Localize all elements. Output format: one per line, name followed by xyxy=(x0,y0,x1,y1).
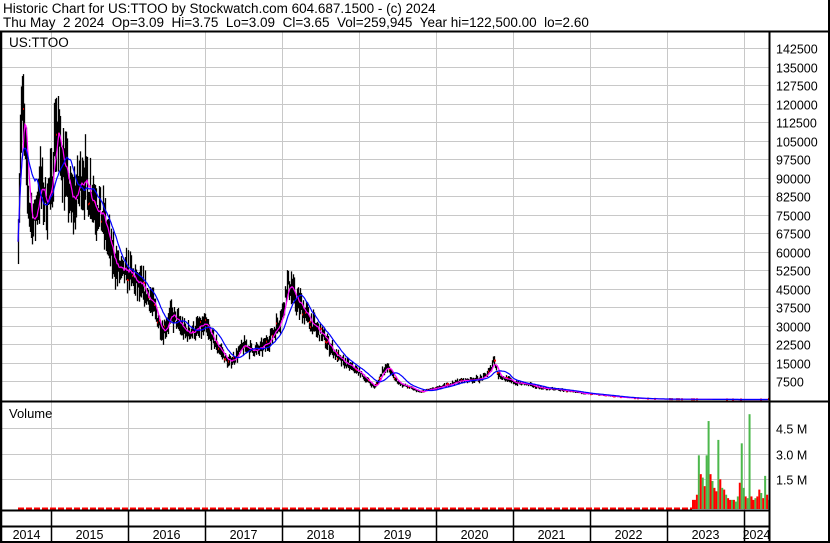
price-y-ticks: 7500 15000 22500 30000 37500 45000 52500 60000 6… xyxy=(776,43,818,390)
volume-tick-label: 3.0 M xyxy=(776,449,807,463)
price-tick-label: 142500 xyxy=(776,43,818,57)
volume-bar xyxy=(752,499,755,509)
volume-label: Volume xyxy=(9,406,52,421)
volume-y-ticks: 1.5 M 3.0 M 4.5 M xyxy=(776,423,807,488)
x-tick-label: 2023 xyxy=(692,528,720,542)
price-close-mark xyxy=(127,278,129,281)
price-tick-label: 7500 xyxy=(776,376,804,390)
volume-bar xyxy=(746,498,749,509)
price-tick-label: 37500 xyxy=(776,302,811,316)
volume-bar xyxy=(731,499,733,509)
price-tick-label: 127500 xyxy=(776,80,818,94)
volume-bar xyxy=(748,414,751,509)
volume-bar xyxy=(723,489,726,509)
price-close-mark xyxy=(224,358,226,361)
price-close-mark xyxy=(506,376,508,379)
long-moving-average-line xyxy=(17,147,768,401)
volume-bar xyxy=(692,499,694,509)
x-tick-label: 2018 xyxy=(307,528,335,542)
x-axis-labels: 2014 2015 2016 2017 2018 2019 2020 2021 2022 2023… xyxy=(13,528,771,542)
volume-tick-label: 1.5 M xyxy=(776,474,807,488)
x-tick-label: 2016 xyxy=(153,528,181,542)
volume-bar xyxy=(711,481,714,509)
price-tick-label: 112500 xyxy=(776,117,817,131)
price-tick-label: 52500 xyxy=(776,265,811,279)
volume-bar xyxy=(734,501,737,509)
volume-bar xyxy=(695,494,698,509)
volume-bars xyxy=(18,414,771,510)
price-tick-label: 75000 xyxy=(776,210,811,224)
price-close-mark xyxy=(379,377,381,380)
grid xyxy=(2,32,769,510)
price-tick-label: 90000 xyxy=(776,173,811,187)
price-tick-label: 45000 xyxy=(776,284,811,298)
volume-bar xyxy=(744,496,747,509)
volume-bar xyxy=(760,493,763,509)
price-close-mark xyxy=(447,383,449,386)
quote-summary: Thu May 2 2024 Op=3.09 Hi=3.75 Lo=3.09 C… xyxy=(3,15,589,30)
volume-bar xyxy=(742,487,745,509)
volume-bar xyxy=(732,499,735,509)
price-close-mark xyxy=(309,321,311,324)
x-tick-label: 2015 xyxy=(76,528,104,542)
volume-bar xyxy=(705,455,708,509)
price-close-mark xyxy=(389,368,391,371)
symbol-label: US:TTOO xyxy=(9,35,69,50)
chart-title: Historic Chart for US:TTOO by Stockwatch… xyxy=(3,1,436,16)
volume-bar xyxy=(756,496,759,509)
volume-bar xyxy=(699,474,702,509)
price-tick-label: 135000 xyxy=(776,62,818,76)
volume-bar xyxy=(709,474,712,509)
volume-tick-label: 4.5 M xyxy=(776,423,807,437)
volume-bar xyxy=(693,499,696,509)
price-tick-label: 120000 xyxy=(776,99,818,113)
volume-bar xyxy=(762,498,765,509)
price-close-mark xyxy=(143,281,145,284)
volume-bar xyxy=(701,477,704,509)
price-close-mark xyxy=(320,327,322,330)
volume-bar xyxy=(764,475,767,509)
volume-bar xyxy=(719,479,722,509)
x-tick-label: 2019 xyxy=(384,528,412,542)
volume-bar xyxy=(750,496,753,509)
volume-bar xyxy=(754,498,757,509)
price-close-mark xyxy=(494,359,496,362)
volume-bar xyxy=(766,494,769,509)
x-tick-label: 2024 xyxy=(743,528,771,542)
x-tick-label: 2022 xyxy=(615,528,643,542)
volume-bar xyxy=(707,421,710,509)
volume-bar xyxy=(715,491,718,509)
price-series xyxy=(17,74,770,401)
price-tick-label: 82500 xyxy=(776,191,811,205)
volume-bar xyxy=(740,443,743,509)
price-tick-label: 105000 xyxy=(776,136,818,150)
volume-bar xyxy=(697,455,700,509)
volume-bar xyxy=(717,439,720,509)
price-tick-label: 67500 xyxy=(776,228,811,242)
volume-bar xyxy=(725,494,728,509)
price-tick-label: 15000 xyxy=(776,358,811,372)
volume-bar xyxy=(721,487,724,509)
volume-bar xyxy=(729,499,732,509)
x-tick-label: 2014 xyxy=(13,528,41,542)
volume-bar xyxy=(758,489,761,509)
price-tick-label: 60000 xyxy=(776,247,811,261)
price-tick-label: 97500 xyxy=(776,154,811,168)
volume-bar xyxy=(738,482,741,509)
volume-bar xyxy=(703,486,706,509)
volume-bar xyxy=(727,498,730,509)
price-close-mark xyxy=(497,372,499,375)
x-tick-label: 2017 xyxy=(230,528,258,542)
x-tick-label: 2021 xyxy=(538,528,566,542)
volume-bar xyxy=(736,496,739,509)
price-tick-label: 22500 xyxy=(776,339,811,353)
price-tick-label: 30000 xyxy=(776,321,811,335)
volume-bar xyxy=(713,487,716,509)
x-tick-label: 2020 xyxy=(461,528,489,542)
